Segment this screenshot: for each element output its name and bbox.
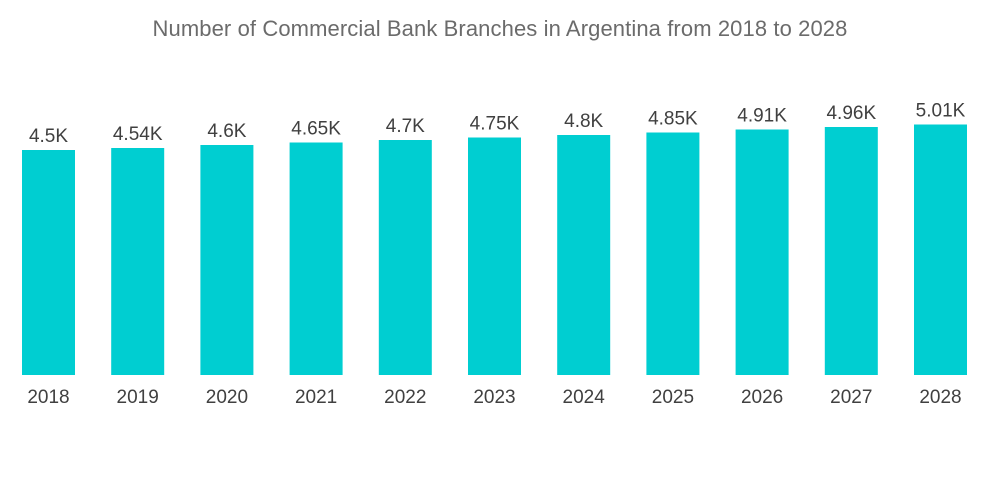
chart-title: Number of Commercial Bank Branches in Ar…: [152, 16, 848, 41]
bar-2026: [735, 129, 789, 375]
x-tick-label-2025: 2025: [652, 387, 694, 408]
bar-2019: [111, 148, 165, 375]
data-label-2022: 4.7K: [386, 116, 425, 137]
bar-2025: [646, 132, 700, 375]
bar-2020: [200, 145, 254, 375]
x-tick-label-2021: 2021: [295, 387, 337, 408]
x-tick-label-2027: 2027: [830, 387, 872, 408]
x-tick-label-2018: 2018: [27, 387, 69, 408]
x-tick-label-2024: 2024: [563, 387, 606, 408]
x-tick-label-2020: 2020: [206, 387, 248, 408]
data-label-2025: 4.85K: [648, 109, 698, 130]
bar-2023: [468, 137, 521, 375]
data-label-2020: 4.6K: [207, 121, 246, 142]
data-label-2027: 4.96K: [826, 103, 876, 124]
x-tick-label-2026: 2026: [741, 387, 783, 408]
bar-2021: [289, 142, 343, 375]
bar-2028: [914, 124, 967, 375]
data-label-2021: 4.65K: [291, 119, 341, 140]
data-label-2019: 4.54K: [113, 124, 163, 145]
bar-2022: [378, 140, 432, 375]
data-label-2026: 4.91K: [737, 106, 787, 127]
data-label-2023: 4.75K: [470, 114, 520, 135]
x-tick-label-2022: 2022: [384, 387, 426, 408]
bar-2024: [557, 135, 611, 375]
data-label-2018: 4.5K: [29, 126, 68, 147]
x-tick-label-2023: 2023: [473, 387, 515, 408]
x-tick-label-2028: 2028: [919, 387, 961, 408]
bar-2018: [22, 150, 75, 375]
bar-2027: [824, 127, 878, 375]
data-label-2024: 4.8K: [564, 111, 603, 132]
data-label-2028: 5.01K: [916, 101, 966, 122]
x-tick-label-2019: 2019: [117, 387, 159, 408]
